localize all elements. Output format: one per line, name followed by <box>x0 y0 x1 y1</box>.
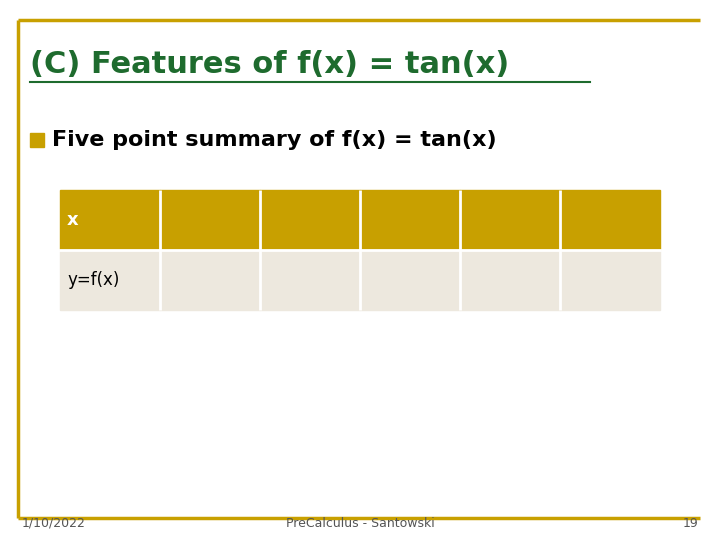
Bar <box>560 250 660 310</box>
Bar <box>260 190 360 250</box>
Bar <box>460 190 560 250</box>
Bar <box>560 190 660 250</box>
Bar <box>160 250 260 310</box>
Text: (C) Features of f(x) = tan(x): (C) Features of f(x) = tan(x) <box>30 50 509 79</box>
Text: y=f(x): y=f(x) <box>67 271 120 289</box>
Bar <box>460 250 560 310</box>
Bar <box>60 250 160 310</box>
Bar <box>30 133 44 147</box>
Text: Five point summary of f(x) = tan(x): Five point summary of f(x) = tan(x) <box>52 130 497 150</box>
Text: 1/10/2022: 1/10/2022 <box>22 517 86 530</box>
Bar <box>360 250 460 310</box>
Bar <box>360 190 460 250</box>
Bar <box>60 190 160 250</box>
Text: 19: 19 <box>683 517 698 530</box>
Bar <box>160 190 260 250</box>
Text: PreCalculus - Santowski: PreCalculus - Santowski <box>286 517 434 530</box>
Bar <box>260 250 360 310</box>
Text: x: x <box>67 211 78 229</box>
